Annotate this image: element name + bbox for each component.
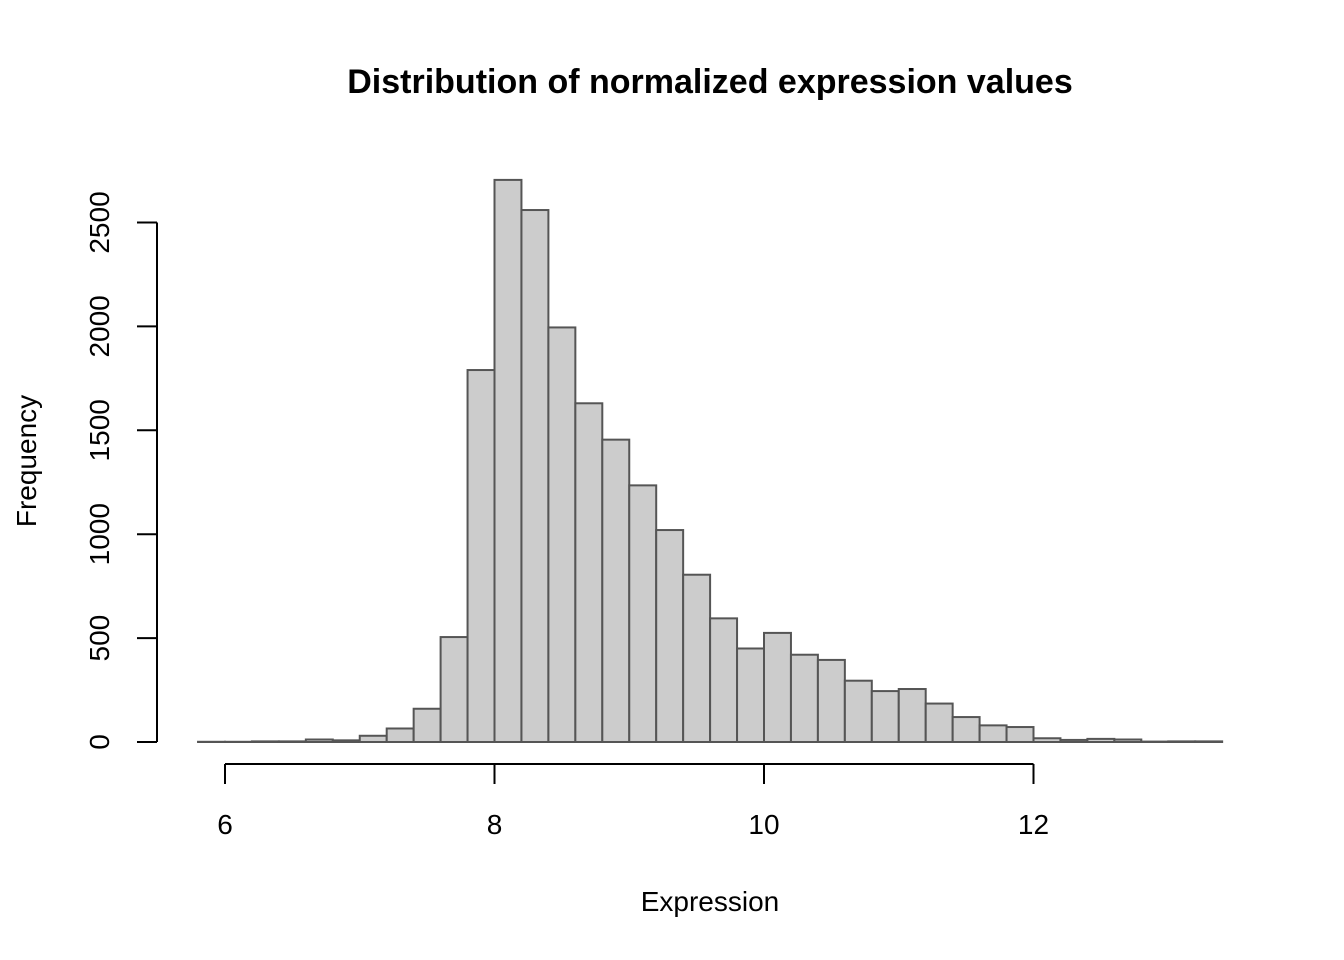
histogram-bar (574, 402, 604, 743)
histogram-bar (1059, 738, 1089, 743)
histogram-bar (1167, 740, 1197, 743)
histogram-bar (493, 178, 523, 743)
histogram-bar (1113, 738, 1143, 744)
histogram-bar (978, 724, 1008, 743)
histogram-bar (520, 209, 550, 744)
chart-title: Distribution of normalized expression va… (347, 63, 1073, 101)
histogram-bar (385, 727, 415, 743)
histogram-bar (736, 647, 765, 743)
histogram-bar (628, 484, 658, 743)
histogram-bar (682, 573, 712, 744)
histogram-bar (601, 438, 631, 743)
y-tick-label: 2000 (84, 295, 115, 357)
y-axis-label: Frequency (11, 395, 42, 527)
histogram-bar (789, 653, 819, 743)
histogram-bar (358, 734, 388, 743)
x-axis-label: Expression (641, 886, 780, 917)
histogram-bar (304, 738, 334, 744)
histogram-bar (951, 716, 981, 744)
histogram-bar (655, 529, 685, 743)
x-tick-label: 12 (1018, 809, 1049, 840)
histogram-bar (763, 631, 792, 744)
y-tick-label: 2500 (84, 191, 115, 253)
histogram-bar (466, 369, 496, 743)
histogram-bar (1032, 737, 1062, 743)
histogram-bar (250, 740, 280, 743)
histogram-bar (709, 617, 739, 744)
histogram-bar (843, 679, 873, 743)
histogram-bar (1086, 737, 1116, 743)
y-tick-label: 0 (84, 734, 115, 750)
x-tick-label: 8 (487, 809, 503, 840)
y-tick-label: 500 (84, 615, 115, 662)
x-axis: 6 8 10 12 (217, 763, 1049, 840)
histogram-bar (439, 636, 469, 743)
x-tick-label: 6 (217, 809, 233, 840)
histogram-bar (1005, 726, 1035, 743)
histogram-bar (870, 690, 900, 743)
y-tick-label: 1500 (84, 399, 115, 461)
histogram-bar (412, 707, 442, 744)
histogram-bar (897, 688, 927, 743)
y-tick-label: 1000 (84, 503, 115, 565)
histogram-bar (924, 702, 954, 744)
y-axis: 0 500 1000 1500 2000 2500 (84, 191, 158, 750)
histogram-bar (816, 658, 846, 744)
histogram-bar (277, 740, 307, 743)
histogram-bar (1194, 740, 1224, 743)
histogram-bar (547, 326, 577, 743)
x-tick-label: 10 (748, 809, 779, 840)
histogram-bar (331, 739, 361, 743)
bars-group (197, 178, 1224, 744)
